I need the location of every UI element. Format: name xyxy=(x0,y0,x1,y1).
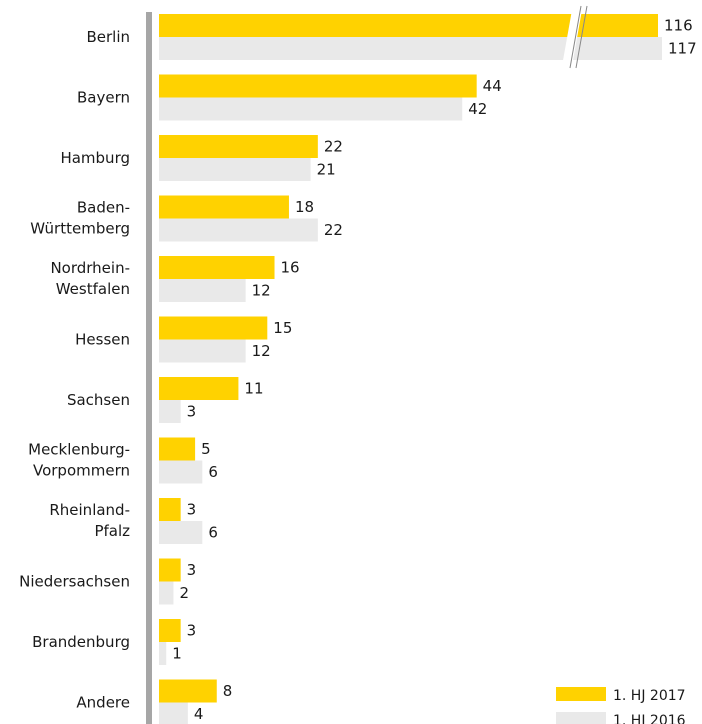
bar-2017-8 xyxy=(159,498,181,521)
category-axis-line xyxy=(146,12,152,724)
value-label: 15 xyxy=(273,319,292,337)
bar-2017-0 xyxy=(159,14,658,37)
bar-2016-7 xyxy=(159,460,203,484)
category-label: Sachsen xyxy=(67,391,130,409)
bar-2017-7 xyxy=(159,437,196,461)
bar-2016-5 xyxy=(159,339,246,363)
category-label: Brandenburg xyxy=(32,633,130,651)
category-label: Nordrhein- xyxy=(50,259,130,277)
bar-2017-1 xyxy=(159,74,477,98)
bar-2016-2 xyxy=(159,158,311,181)
bar-2016-10 xyxy=(159,642,167,665)
value-label: 12 xyxy=(252,342,271,360)
category-label: Hessen xyxy=(75,331,130,349)
value-label: 22 xyxy=(324,221,343,239)
category-label: Baden- xyxy=(77,199,130,217)
value-label: 11 xyxy=(244,380,263,398)
value-label: 4 xyxy=(194,705,204,723)
legend-swatch xyxy=(556,687,606,701)
value-label: 42 xyxy=(468,100,487,118)
value-label: 1 xyxy=(172,645,182,663)
bar-2017-10 xyxy=(159,619,181,642)
category-label: Pfalz xyxy=(94,522,130,540)
axis-break-line xyxy=(575,5,588,69)
value-label: 16 xyxy=(281,259,300,277)
value-label: 3 xyxy=(187,403,197,421)
bar-2016-0 xyxy=(159,37,662,60)
bar-2017-4 xyxy=(159,256,275,279)
category-label: Mecklenburg- xyxy=(28,441,130,459)
bar-2017-6 xyxy=(159,377,239,400)
legend: 1. HJ 2017 1. HJ 2016 xyxy=(556,687,686,724)
value-label: 22 xyxy=(324,138,343,156)
value-label: 18 xyxy=(295,198,314,216)
category-label: Niedersachsen xyxy=(19,573,130,591)
category-label: Württemberg xyxy=(30,220,130,238)
category-label: Rheinland- xyxy=(49,501,130,519)
value-label: 3 xyxy=(187,622,197,640)
value-label: 8 xyxy=(223,682,233,700)
bar-2017-9 xyxy=(159,558,181,582)
value-label: 6 xyxy=(208,463,218,481)
bar-2016-8 xyxy=(159,521,203,544)
bar-2016-9 xyxy=(159,581,174,605)
value-label: 21 xyxy=(317,161,336,179)
value-label: 116 xyxy=(664,17,693,35)
value-label: 5 xyxy=(201,440,211,458)
bar-2017-3 xyxy=(159,195,289,219)
value-label: 117 xyxy=(668,40,697,58)
value-label: 3 xyxy=(187,561,197,579)
category-label: Andere xyxy=(76,694,130,712)
bars-group xyxy=(159,5,662,724)
value-label: 6 xyxy=(208,524,218,542)
legend-label: 1. HJ 2016 xyxy=(613,713,686,724)
category-label: Bayern xyxy=(77,89,130,107)
bar-2016-3 xyxy=(159,218,318,242)
category-label: Westfalen xyxy=(56,280,130,298)
labels-group: 116117Berlin4442Bayern2221Hamburg1822Bad… xyxy=(19,17,697,724)
legend-label: 1. HJ 2017 xyxy=(613,688,686,704)
bar-2016-11 xyxy=(159,702,188,724)
value-label: 3 xyxy=(187,501,197,519)
axis-break-line xyxy=(569,5,582,69)
bar-2017-5 xyxy=(159,316,268,340)
category-label: Hamburg xyxy=(60,149,130,167)
category-label: Vorpommern xyxy=(33,462,130,480)
bar-2016-6 xyxy=(159,400,181,423)
bar-2017-2 xyxy=(159,135,318,158)
bar-2016-1 xyxy=(159,97,463,121)
bar-2017-11 xyxy=(159,679,217,703)
legend-swatch xyxy=(556,712,606,724)
axis-break-gap xyxy=(562,10,582,66)
value-label: 2 xyxy=(179,584,189,602)
value-label: 12 xyxy=(252,282,271,300)
category-label: Berlin xyxy=(86,28,130,46)
value-label: 44 xyxy=(483,77,502,95)
bar-2016-4 xyxy=(159,279,246,302)
